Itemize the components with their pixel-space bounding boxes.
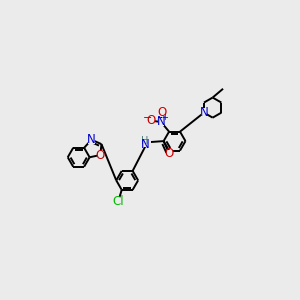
Text: N: N (141, 138, 150, 151)
Text: H: H (141, 136, 148, 146)
Text: O: O (96, 148, 105, 161)
Bar (148, 117, 154, 125)
Text: O: O (157, 106, 166, 119)
Bar (201, 109, 207, 117)
Text: N: N (200, 106, 208, 119)
Bar (113, 197, 124, 206)
Bar (158, 118, 164, 126)
Bar (138, 138, 151, 147)
Bar (166, 150, 172, 158)
Text: −: − (142, 113, 152, 124)
Text: O: O (147, 114, 156, 127)
Bar (158, 109, 165, 117)
Bar (88, 136, 95, 144)
Bar (97, 151, 103, 159)
Text: N: N (157, 116, 165, 128)
Text: Cl: Cl (112, 195, 124, 208)
Text: N: N (87, 133, 96, 146)
Text: O: O (165, 147, 174, 160)
Text: +: + (161, 113, 168, 122)
